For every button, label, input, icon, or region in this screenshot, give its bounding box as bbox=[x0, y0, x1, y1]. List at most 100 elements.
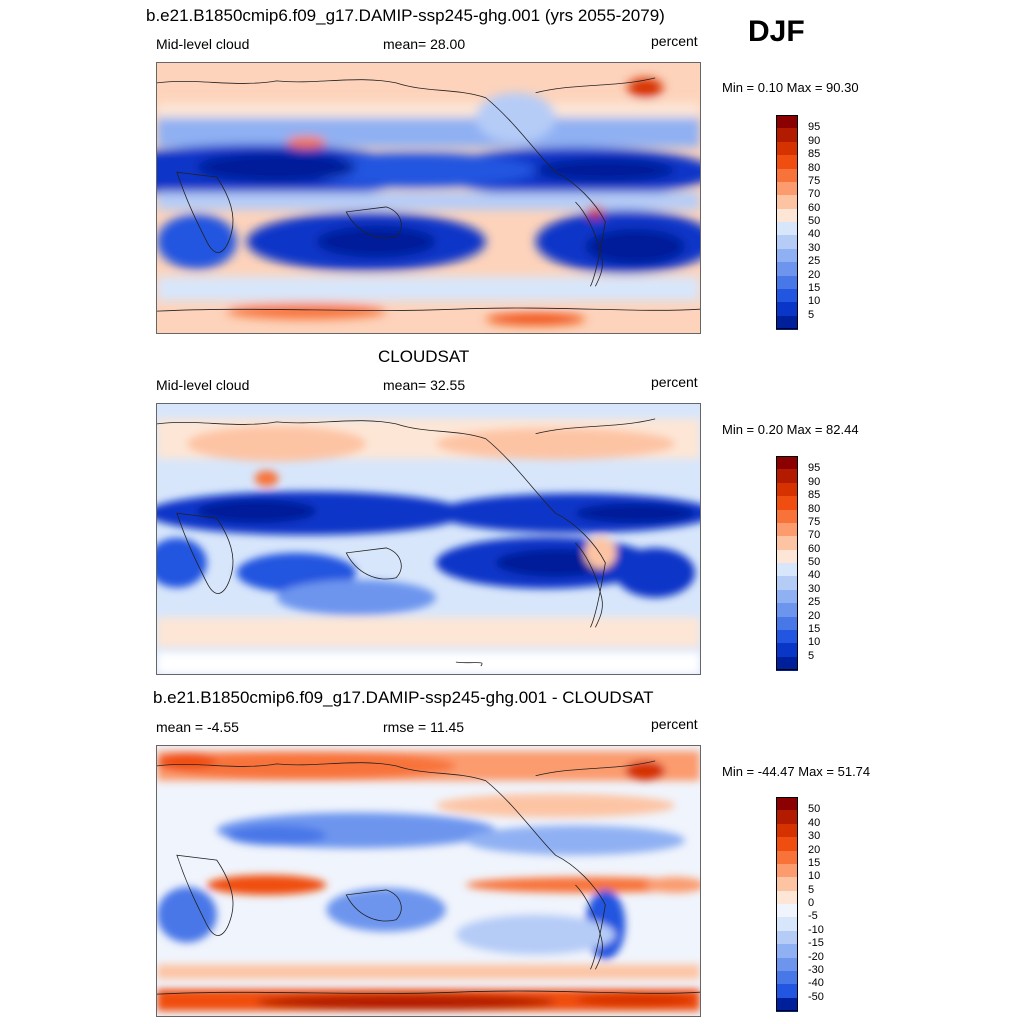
colorbar-tick-label: 10 bbox=[808, 636, 821, 649]
colorbar-tick-label: 30 bbox=[808, 830, 821, 843]
colorbar-tick-label: 20 bbox=[808, 609, 821, 622]
colorbar-swatch bbox=[776, 890, 798, 905]
colorbar-swatch bbox=[776, 629, 798, 644]
colorbar-swatch bbox=[776, 248, 798, 263]
panel3-center-label: rmse = 11.45 bbox=[383, 719, 465, 735]
colorbar-tick-label: 15 bbox=[808, 281, 821, 294]
colorbar-tick-label: 50 bbox=[808, 803, 821, 816]
colorbar-tick-label: 95 bbox=[808, 121, 821, 134]
panel2-map bbox=[156, 403, 701, 675]
panel3-colorbar: 50 40 30 20 15 10 5 0 -5 -10 -15 -20 -30 -40 -50 bbox=[776, 797, 824, 1012]
colorbar-swatch bbox=[776, 155, 798, 169]
colorbar-swatch bbox=[776, 863, 798, 878]
colorbar-swatch bbox=[776, 275, 798, 290]
colorbar-swatch bbox=[776, 904, 798, 918]
colorbar-swatch bbox=[776, 656, 798, 671]
colorbar-swatch bbox=[776, 208, 798, 223]
colorbar-tick-label: 60 bbox=[808, 542, 821, 555]
colorbar-swatch bbox=[776, 603, 798, 617]
colorbar-tick-label: 60 bbox=[808, 201, 821, 214]
colorbar-tick-label: 50 bbox=[808, 556, 821, 568]
colorbar-swatch bbox=[776, 917, 798, 932]
colorbar-swatch bbox=[776, 549, 798, 564]
panel3-map bbox=[156, 745, 701, 1017]
panel1-map bbox=[156, 62, 701, 334]
panel2-center-label: mean= 32.55 bbox=[383, 377, 466, 393]
colorbar-tick-label: 0 bbox=[808, 897, 815, 909]
panel3-minmax: Min = -44.47 Max = 51.74 bbox=[722, 764, 871, 779]
colorbar-swatch bbox=[776, 957, 798, 972]
colorbar-swatch bbox=[776, 456, 798, 470]
colorbar-tick-label: 10 bbox=[808, 295, 821, 308]
colorbar-tick-label: 25 bbox=[808, 255, 821, 268]
colorbar-swatch bbox=[776, 616, 798, 631]
colorbar-tick-label: 80 bbox=[808, 161, 821, 174]
panel1-center-label: mean= 28.00 bbox=[383, 36, 466, 52]
colorbar-tick-label: 70 bbox=[808, 529, 821, 542]
panel3-coastlines bbox=[157, 760, 700, 995]
panel1-map-field bbox=[157, 63, 700, 333]
panel1-left-label: Mid-level cloud bbox=[156, 36, 250, 52]
colorbar-tick-label: 75 bbox=[808, 515, 821, 528]
colorbar-swatch bbox=[776, 536, 798, 551]
colorbar-swatch bbox=[776, 168, 798, 183]
colorbar-swatch bbox=[776, 563, 798, 577]
colorbar-swatch bbox=[776, 944, 798, 958]
colorbar-swatch bbox=[776, 930, 798, 945]
colorbar-tick-label: 5 bbox=[808, 883, 815, 896]
colorbar-tick-label: 95 bbox=[808, 462, 821, 475]
colorbar-swatch bbox=[776, 302, 798, 317]
colorbar-swatch bbox=[776, 576, 798, 591]
colorbar-swatch bbox=[776, 482, 798, 497]
colorbar-swatch bbox=[776, 997, 798, 1012]
colorbar-swatch bbox=[776, 235, 798, 250]
colorbar-tick-label: 85 bbox=[808, 148, 821, 161]
colorbar-swatch bbox=[776, 195, 798, 210]
colorbar-tick-label: -15 bbox=[808, 937, 824, 950]
colorbar-tick-label: 20 bbox=[808, 268, 821, 281]
colorbar-tick-label: 40 bbox=[808, 569, 821, 582]
colorbar-tick-label: 15 bbox=[808, 622, 821, 635]
panel3-left-label: mean = -4.55 bbox=[156, 719, 239, 735]
colorbar-swatch bbox=[776, 797, 798, 811]
colorbar-swatch bbox=[776, 589, 798, 604]
colorbar-tick-label: 25 bbox=[808, 596, 821, 609]
colorbar-tick-label: 50 bbox=[808, 215, 821, 227]
panel2-title: CLOUDSAT bbox=[378, 347, 470, 366]
panel2-colorbar: 95 90 85 80 75 70 60 50 40 30 25 20 15 10 5 bbox=[776, 456, 820, 671]
colorbar-swatch bbox=[776, 469, 798, 484]
panel2-map-field bbox=[157, 404, 700, 674]
colorbar-swatch bbox=[776, 823, 798, 838]
panel2-coastlines bbox=[157, 418, 656, 667]
panel2-right-label: percent bbox=[651, 374, 698, 390]
colorbar-tick-label: 40 bbox=[808, 228, 821, 241]
colorbar-swatch bbox=[776, 850, 798, 865]
colorbar-swatch bbox=[776, 181, 798, 196]
panel2-minmax: Min = 0.20 Max = 82.44 bbox=[722, 422, 859, 437]
colorbar-tick-label: 90 bbox=[808, 475, 821, 488]
panel1-minmax: Min = 0.10 Max = 90.30 bbox=[722, 80, 859, 95]
colorbar-tick-label: -10 bbox=[808, 923, 824, 936]
colorbar-tick-label: -40 bbox=[808, 977, 824, 990]
season-label: DJF bbox=[748, 15, 805, 48]
colorbar-swatch bbox=[776, 877, 798, 892]
colorbar-swatch bbox=[776, 288, 798, 303]
panel3-title: b.e21.B1850cmip6.f09_g17.DAMIP-ssp245-gh… bbox=[153, 688, 654, 707]
colorbar-swatch bbox=[776, 810, 798, 825]
colorbar-tick-label: 90 bbox=[808, 134, 821, 147]
colorbar-tick-label: -30 bbox=[808, 963, 824, 976]
colorbar-tick-label: 85 bbox=[808, 489, 821, 502]
colorbar-swatch bbox=[776, 315, 798, 330]
panel2-left-label: Mid-level cloud bbox=[156, 377, 250, 393]
colorbar-tick-label: -20 bbox=[808, 950, 824, 963]
colorbar-tick-label: 30 bbox=[808, 582, 821, 595]
colorbar-swatch bbox=[776, 222, 798, 236]
colorbar-swatch bbox=[776, 643, 798, 658]
colorbar-tick-label: 15 bbox=[808, 856, 821, 869]
colorbar-swatch bbox=[776, 128, 798, 143]
colorbar-tick-label: 10 bbox=[808, 870, 821, 883]
colorbar-tick-label: 70 bbox=[808, 188, 821, 201]
colorbar-swatch bbox=[776, 115, 798, 129]
panel3-right-label: percent bbox=[651, 716, 698, 732]
colorbar-tick-label: 30 bbox=[808, 241, 821, 254]
